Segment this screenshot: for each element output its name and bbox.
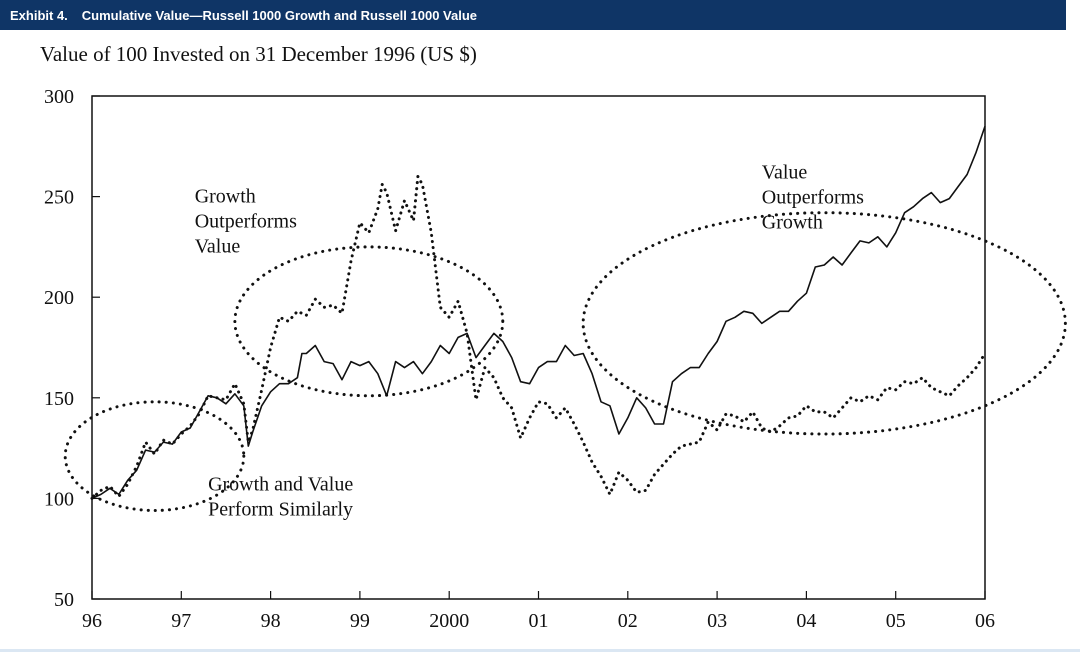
annotation-perform-similarly: Growth and Value Perform Similarly — [208, 473, 353, 520]
exhibit-header: Exhibit 4. Cumulative Value—Russell 1000… — [0, 0, 1066, 30]
y-tick-label: 300 — [44, 86, 74, 108]
region-ellipse-value-ellipse — [581, 211, 1067, 436]
x-tick-label: 03 — [707, 610, 727, 632]
y-tick-label: 250 — [44, 187, 74, 209]
exhibit-title: Cumulative Value—Russell 1000 Growth and… — [81, 7, 478, 23]
x-tick-label: 02 — [618, 610, 638, 632]
y-tick-label: 50 — [54, 589, 74, 611]
region-ellipses — [63, 211, 1067, 512]
annotation-line: Growth — [195, 186, 256, 208]
x-tick-label: 01 — [529, 610, 549, 632]
annotation-line: Outperforms — [762, 186, 864, 208]
plot-frame — [91, 95, 986, 600]
annotation-line: Value — [195, 236, 241, 258]
x-tick-label: 97 — [171, 610, 191, 632]
exhibit-number: Exhibit 4. — [10, 7, 68, 23]
y-tick-label: 150 — [44, 388, 74, 410]
x-tick-label: 06 — [975, 610, 995, 632]
x-tick-label: 05 — [886, 610, 906, 632]
annotation-line: Outperforms — [195, 211, 297, 233]
y-tick-label: 200 — [44, 287, 74, 309]
x-tick-label: 99 — [350, 610, 370, 632]
axis-ticks: 50 100 150 200 250 300 96 97 98 99 2000 01 02 03 04 05 0… — [44, 86, 995, 632]
series-layer — [90, 125, 987, 500]
x-tick-label: 96 — [82, 610, 102, 632]
x-tick-label: 04 — [796, 610, 816, 632]
region-ellipse-early-ellipse — [63, 400, 246, 512]
annotation-line: Growth — [762, 211, 823, 233]
annotation-value-outperforms: Value Outperforms Growth — [762, 161, 864, 233]
bottom-edge — [0, 649, 1080, 652]
series-line-russell-1000-value — [91, 125, 986, 500]
x-tick-label: 98 — [261, 610, 281, 632]
annotation-growth-outperforms: Growth Outperforms Value — [195, 186, 297, 258]
annotation-line: Perform Similarly — [208, 498, 353, 520]
y-tick-label: 100 — [44, 488, 74, 510]
x-tick-label: 2000 — [429, 610, 469, 632]
annotation-line: Value — [762, 161, 808, 183]
region-ellipse-growth-ellipse — [233, 245, 505, 398]
annotation-line: Growth and Value — [208, 473, 353, 495]
chart-title: Value of 100 Invested on 31 December 199… — [40, 42, 477, 66]
